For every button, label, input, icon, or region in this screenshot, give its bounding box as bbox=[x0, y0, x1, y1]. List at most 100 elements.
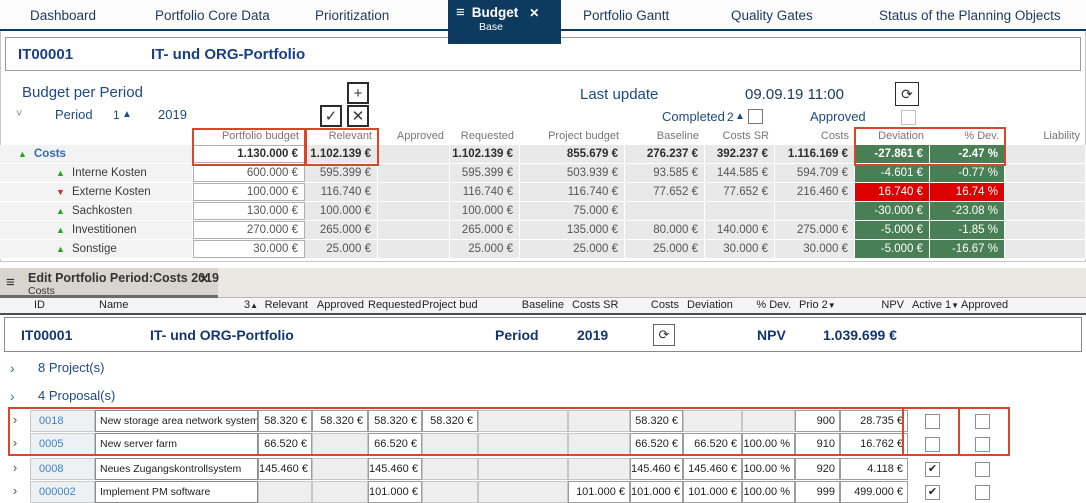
tab-portfolio-core-data[interactable]: Portfolio Core Data bbox=[155, 8, 270, 23]
col-approved[interactable]: Approved bbox=[316, 299, 364, 311]
approved-checkbox[interactable] bbox=[975, 461, 990, 477]
col-project-budget[interactable]: Project budget bbox=[422, 299, 478, 311]
relevant-cell[interactable]: 66.520 € bbox=[258, 433, 312, 455]
budget-row-label[interactable]: Sonstige bbox=[72, 243, 117, 255]
period-sort[interactable]: 1 bbox=[113, 108, 120, 122]
col-baseline[interactable]: Baseline bbox=[521, 299, 564, 311]
col-pct-dev[interactable]: % Dev. bbox=[964, 130, 999, 142]
approved-cell[interactable] bbox=[312, 481, 368, 503]
col-liability[interactable]: Liability bbox=[1043, 130, 1080, 142]
proposal-id-link[interactable]: 0008 bbox=[30, 458, 95, 480]
budget-row-label[interactable]: Costs bbox=[34, 148, 66, 160]
delete-button[interactable]: ✕ bbox=[347, 105, 369, 127]
col-relevant[interactable]: Relevant bbox=[328, 130, 372, 142]
approved-checkbox[interactable] bbox=[975, 413, 990, 429]
col-npv[interactable]: NPV bbox=[881, 299, 904, 311]
col-costs[interactable]: Costs bbox=[650, 299, 679, 311]
requested-cell[interactable]: 66.520 € bbox=[368, 433, 422, 455]
expand-row-icon[interactable]: › bbox=[12, 460, 18, 475]
budget-row-label[interactable]: Investitionen bbox=[72, 224, 137, 236]
requested-cell[interactable]: 145.460 € bbox=[368, 458, 422, 480]
costs-sr-cell bbox=[568, 433, 630, 455]
prio-cell[interactable]: 900 bbox=[795, 410, 840, 432]
requested-cell[interactable]: 101.000 € bbox=[368, 481, 422, 503]
collapse-period-icon[interactable]: ˅ bbox=[16, 108, 23, 120]
refresh-button[interactable]: ⟳ bbox=[653, 324, 675, 346]
col-deviation[interactable]: Deviation bbox=[687, 299, 733, 311]
col-prio[interactable]: Prio 2▼ bbox=[799, 299, 836, 311]
approved-cell[interactable]: 58.320 € bbox=[312, 410, 368, 432]
approved-checkbox[interactable] bbox=[975, 436, 990, 452]
approved-checkbox[interactable] bbox=[901, 110, 916, 125]
tab-prioritization[interactable]: Prioritization bbox=[315, 8, 390, 23]
active-checkbox[interactable] bbox=[925, 436, 940, 452]
prio-cell[interactable]: 910 bbox=[795, 433, 840, 455]
col-project-budget[interactable]: Project budget bbox=[548, 130, 619, 142]
confirm-button[interactable]: ✓ bbox=[320, 105, 342, 127]
proposal-id-link[interactable]: 000002 bbox=[30, 481, 95, 503]
tab-status-planning-objects[interactable]: Status of the Planning Objects bbox=[879, 8, 1061, 23]
col-costs-sr[interactable]: Costs SR bbox=[722, 130, 769, 142]
active-checkbox[interactable] bbox=[925, 413, 940, 429]
col-approved-2[interactable]: Approved bbox=[961, 299, 1008, 311]
portfolio-budget-cell[interactable]: 30.000 € bbox=[193, 240, 305, 258]
expand-row-icon[interactable]: › bbox=[12, 435, 18, 450]
tab-edit-portfolio-period[interactable]: ≡ Edit Portfolio Period:Costs 2019 ✕ Cos… bbox=[0, 268, 219, 298]
approved-cell[interactable] bbox=[312, 458, 368, 480]
expand-row-icon[interactable]: › bbox=[12, 483, 18, 498]
hamburger-icon[interactable]: ≡ bbox=[6, 274, 15, 291]
approved-cell[interactable] bbox=[312, 433, 368, 455]
portfolio-budget-cell[interactable]: 130.000 € bbox=[193, 202, 305, 220]
chevron-right-icon[interactable]: › bbox=[10, 388, 15, 404]
tab-quality-gates[interactable]: Quality Gates bbox=[731, 8, 813, 23]
budget-row-label[interactable]: Sachkosten bbox=[72, 205, 133, 217]
col-relevant[interactable]: Relevant bbox=[264, 299, 308, 311]
col-requested[interactable]: Requested bbox=[368, 299, 422, 311]
proposal-id-link[interactable]: 0018 bbox=[30, 410, 95, 432]
budget-row-label[interactable]: Interne Kosten bbox=[72, 167, 147, 179]
approved-checkbox[interactable] bbox=[975, 484, 990, 500]
tab-portfolio-gantt[interactable]: Portfolio Gantt bbox=[583, 8, 670, 23]
portfolio-budget-cell[interactable]: 100.000 € bbox=[193, 183, 305, 201]
proposal-id-link[interactable]: 0005 bbox=[30, 433, 95, 455]
relevant-cell[interactable] bbox=[258, 481, 312, 503]
chevron-right-icon[interactable]: › bbox=[10, 360, 15, 376]
portfolio-budget-cell[interactable]: 270.000 € bbox=[193, 221, 305, 239]
requested-cell[interactable]: 58.320 € bbox=[368, 410, 422, 432]
active-checkbox[interactable]: ✔ bbox=[925, 461, 940, 477]
period-label[interactable]: Period bbox=[55, 107, 93, 122]
col-pct-dev[interactable]: % Dev. bbox=[756, 299, 791, 311]
col-approved[interactable]: Approved bbox=[396, 130, 444, 142]
col-deviation[interactable]: Deviation bbox=[878, 130, 924, 142]
portfolio-budget-cell[interactable]: 600.000 € bbox=[193, 164, 305, 182]
active-sort: 1 bbox=[945, 299, 952, 311]
completed-checkbox[interactable] bbox=[748, 109, 763, 124]
expand-row-icon[interactable]: › bbox=[12, 412, 18, 427]
summary-period-value[interactable]: 2019 bbox=[577, 327, 609, 343]
prio-cell[interactable]: 999 bbox=[795, 481, 840, 503]
relevant-cell[interactable]: 58.320 € bbox=[258, 410, 312, 432]
portfolio-budget-cell[interactable]: 1.130.000 € bbox=[193, 145, 305, 163]
col-requested[interactable]: Requested bbox=[460, 130, 514, 142]
tab-budget-active[interactable]: ≡ Budget ✕ Base bbox=[448, 0, 561, 44]
col-name[interactable]: Name 3▲ bbox=[99, 299, 258, 311]
col-active[interactable]: Active 1▼ bbox=[908, 298, 957, 313]
close-edit-tab-icon[interactable]: ✕ bbox=[199, 272, 210, 286]
group-label[interactable]: 4 Proposal(s) bbox=[38, 388, 116, 403]
col-portfolio-budget[interactable]: Portfolio budget bbox=[221, 130, 299, 142]
col-costs[interactable]: Costs bbox=[820, 130, 849, 142]
period-year[interactable]: 2019 bbox=[158, 107, 187, 122]
hamburger-icon[interactable]: ≡ bbox=[456, 4, 465, 21]
add-period-button[interactable]: + bbox=[347, 82, 369, 104]
col-id[interactable]: ID bbox=[34, 299, 45, 311]
close-tab-icon[interactable]: ✕ bbox=[529, 5, 540, 20]
active-checkbox[interactable]: ✔ bbox=[925, 484, 940, 500]
prio-cell[interactable]: 920 bbox=[795, 458, 840, 480]
tab-dashboard[interactable]: Dashboard bbox=[30, 8, 97, 23]
col-costs-sr[interactable]: Costs SR bbox=[572, 299, 619, 311]
refresh-button[interactable]: ⟳ bbox=[895, 82, 919, 106]
relevant-cell[interactable]: 145.460 € bbox=[258, 458, 312, 480]
group-label[interactable]: 8 Project(s) bbox=[38, 360, 105, 375]
col-baseline[interactable]: Baseline bbox=[656, 130, 699, 142]
budget-row-label[interactable]: Externe Kosten bbox=[72, 186, 151, 198]
